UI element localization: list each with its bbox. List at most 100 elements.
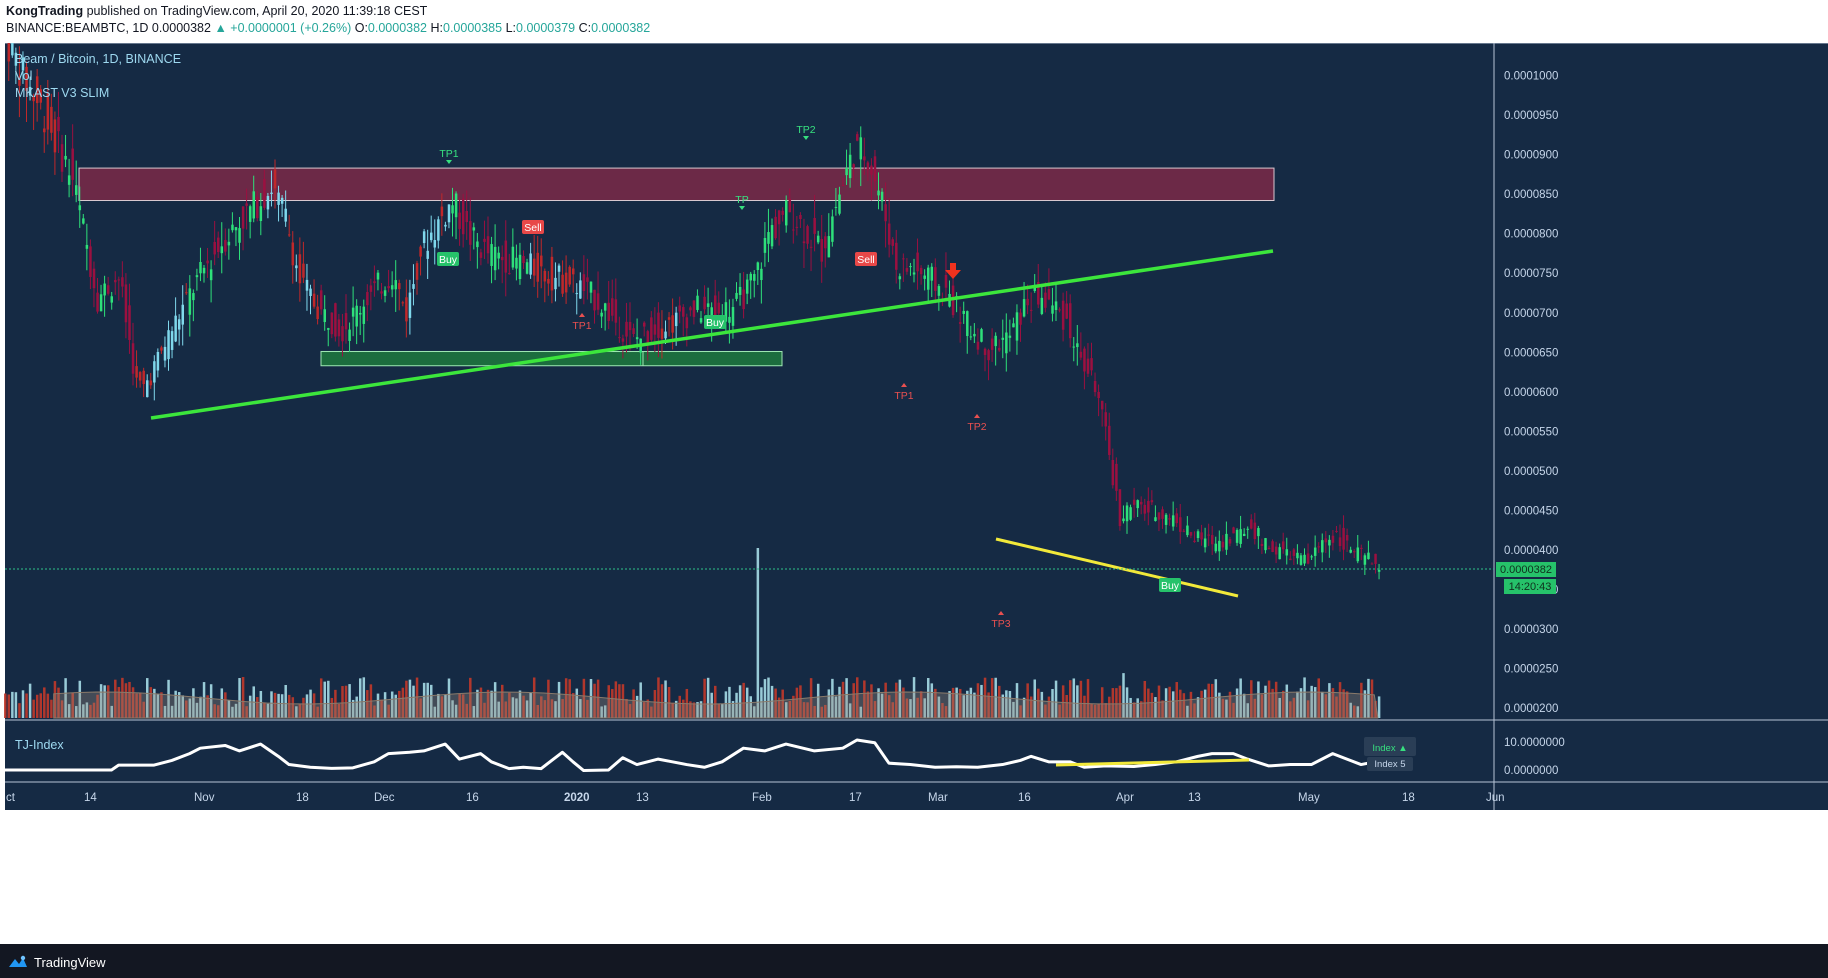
candle-body xyxy=(873,156,877,182)
legend-indicator[interactable]: MKAST V3 SLIM xyxy=(15,86,110,100)
volume-bar xyxy=(824,704,827,718)
candle-body xyxy=(1161,509,1164,519)
volume-bar xyxy=(25,693,28,718)
candle-body xyxy=(256,197,259,219)
candle-body xyxy=(845,168,848,176)
candle-body xyxy=(57,116,60,132)
volume-bar xyxy=(1370,679,1374,718)
volume-bar xyxy=(980,684,983,718)
volume-bar xyxy=(635,695,639,718)
volume-bar xyxy=(632,689,635,718)
volume-bar xyxy=(1189,691,1193,718)
volume-bar xyxy=(1250,680,1253,718)
volume-bar xyxy=(85,702,89,718)
candle-body xyxy=(607,302,610,321)
volume-bar xyxy=(898,679,902,718)
candle-body xyxy=(504,240,508,273)
candle-body xyxy=(1306,553,1310,564)
author-name[interactable]: KongTrading xyxy=(6,4,84,18)
x-tick-label: 16 xyxy=(1018,792,1031,804)
candle-body xyxy=(603,303,607,311)
candle-body xyxy=(930,266,934,281)
candle-body xyxy=(202,267,206,274)
legend-volume[interactable]: Vol xyxy=(15,69,33,83)
volume-bar xyxy=(657,677,660,718)
volume-bar xyxy=(1303,677,1306,718)
volume-bar xyxy=(78,680,82,718)
volume-bar xyxy=(1076,685,1079,718)
candle-body xyxy=(1189,532,1193,536)
volume-bar xyxy=(1044,704,1047,718)
candle-body xyxy=(1214,543,1218,552)
x-tick-label: 13 xyxy=(1188,792,1201,804)
volume-bar xyxy=(291,697,295,718)
volume-bar xyxy=(1218,692,1221,718)
candle-body xyxy=(231,224,234,231)
volume-bar xyxy=(880,693,884,718)
volume-bar xyxy=(96,694,99,718)
volume-bar xyxy=(259,690,263,718)
candle-body xyxy=(7,43,11,62)
candle-body xyxy=(1225,533,1228,550)
candle-body xyxy=(976,341,980,350)
candle-body xyxy=(1015,312,1019,341)
candle-body xyxy=(962,310,965,314)
candle-body xyxy=(348,329,351,341)
y-tick-label: 0.0000600 xyxy=(1504,387,1558,399)
candle-body xyxy=(621,338,625,342)
volume-bar xyxy=(1353,705,1356,718)
candle-body xyxy=(1274,546,1278,555)
volume-bar xyxy=(28,683,32,718)
volume-bar xyxy=(930,683,934,718)
volume-bar xyxy=(1235,688,1239,718)
volume-bar xyxy=(177,692,181,718)
chart-canvas[interactable]: 0.0001000 0.0000950 0.0000900 0.0000850 0.00… xyxy=(0,43,1828,943)
x-tick-label: Nov xyxy=(194,792,215,804)
candle-body xyxy=(96,292,99,312)
volume-bar xyxy=(575,688,579,718)
volume-bar xyxy=(380,699,383,718)
volume-bar xyxy=(596,679,600,718)
falling-trendline xyxy=(995,537,1239,598)
volume-bar xyxy=(1168,686,1171,718)
candle-body xyxy=(650,317,653,340)
volume-bar xyxy=(891,702,894,718)
candle-body xyxy=(522,256,525,264)
tradingview-brand[interactable]: TradingView xyxy=(8,952,106,972)
volume-bar xyxy=(341,686,344,718)
volume-bar xyxy=(1029,696,1033,718)
candle-body xyxy=(1147,500,1150,513)
candle-body xyxy=(18,76,21,86)
candle-body xyxy=(284,208,287,222)
volume-bar xyxy=(692,702,696,718)
countdown-tag xyxy=(1504,579,1556,594)
candle-body xyxy=(632,328,635,335)
candle-body xyxy=(1054,301,1058,310)
volume-bar xyxy=(472,706,476,718)
volume-bar xyxy=(461,694,465,718)
candle-body xyxy=(653,324,657,335)
x-tick-label: Apr xyxy=(1116,792,1134,804)
volume-bar xyxy=(1104,703,1107,718)
candle-body xyxy=(880,191,884,202)
candle-body xyxy=(1335,530,1338,532)
publish-info: published on TradingView.com, April 20, … xyxy=(86,4,428,18)
volume-bar xyxy=(422,682,426,718)
volume-bar xyxy=(1175,682,1178,718)
volume-bar xyxy=(263,702,266,718)
legend-title[interactable]: Beam / Bitcoin, 1D, BINANCE xyxy=(15,52,182,66)
candle-body xyxy=(89,246,92,277)
x-tick-label: Mar xyxy=(928,792,948,804)
legend-tj-index[interactable]: TJ-Index xyxy=(15,738,64,752)
volume-bar xyxy=(1161,700,1164,718)
candle-body xyxy=(884,204,887,222)
volume-bar xyxy=(18,703,21,718)
volume-bar xyxy=(856,677,859,718)
volume-bar xyxy=(394,694,397,718)
candle-body xyxy=(923,275,926,279)
candle-body xyxy=(1175,513,1178,524)
candle-body xyxy=(117,279,121,281)
volume-bar xyxy=(1015,683,1019,718)
tj-index-tag2-label: Index 5 xyxy=(1374,759,1405,770)
volume-bar xyxy=(1125,687,1129,718)
